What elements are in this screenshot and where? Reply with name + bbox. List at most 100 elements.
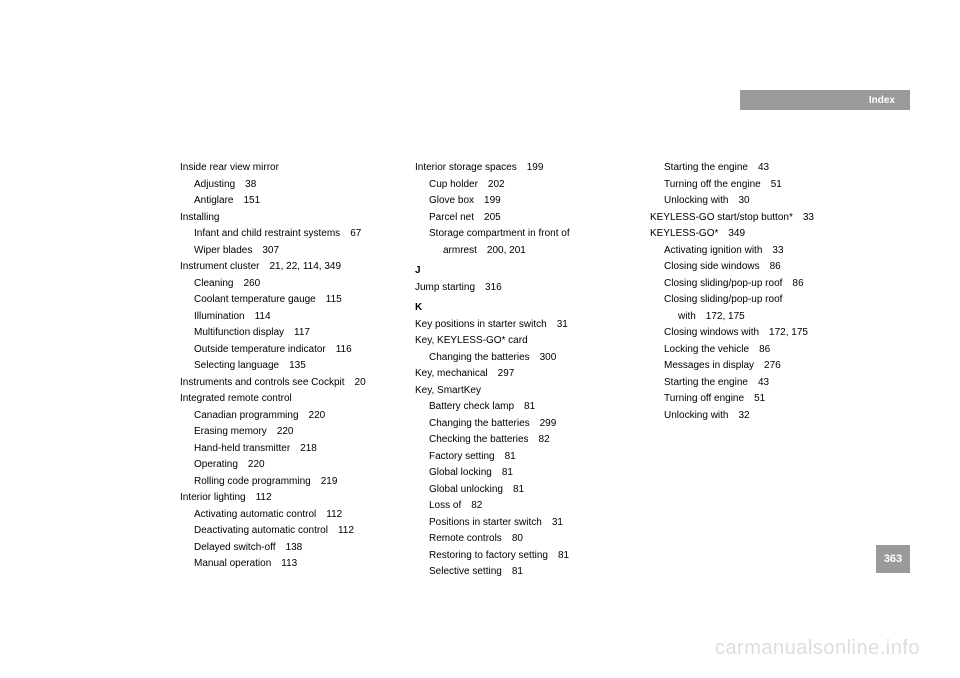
index-entry-text: Turning off engine [664,393,744,404]
index-entry-text: Global unlocking [429,484,503,495]
index-entry: Interior lighting112 [180,490,385,507]
index-entry-text: armrest [443,245,477,256]
index-entry-pages: 220 [299,410,326,421]
index-entry: Battery check lamp81 [415,399,620,416]
index-entry: Cup holder202 [415,177,620,194]
index-entry-text: Manual operation [194,558,271,569]
index-entry: Positions in starter switch31 [415,515,620,532]
index-entry: Operating220 [180,457,385,474]
index-entry: Inside rear view mirror [180,160,385,177]
index-entry-pages: 220 [238,459,265,470]
index-entry-pages: 31 [547,319,568,330]
index-entry-text: Hand-held transmitter [194,443,290,454]
index-entry: Key, mechanical297 [415,366,620,383]
index-entry-pages: 81 [502,566,523,577]
index-entry-text: Activating ignition with [664,245,762,256]
index-entry-text: Adjusting [194,179,235,190]
index-entry-pages: 316 [475,282,502,293]
index-entry: Turning off the engine51 [650,177,855,194]
index-entry-text: Cleaning [194,278,233,289]
index-entry: Hand-held transmitter218 [180,441,385,458]
index-entry: KEYLESS-GO start/stop button*33 [650,210,855,227]
index-entry-pages: 297 [488,368,515,379]
index-entry-pages: 199 [517,162,544,173]
index-entry: Starting the engine43 [650,160,855,177]
index-entry-text: Outside temperature indicator [194,344,326,355]
page-number: 363 [884,553,902,565]
index-entry-pages: 81 [514,401,535,412]
index-entry-pages: 300 [530,352,557,363]
index-entry-text: Interior lighting [180,492,246,503]
index-entry-text: Instruments and controls see Cockpit [180,377,345,388]
index-entry-pages: 135 [279,360,306,371]
index-entry-text: Operating [194,459,238,470]
index-entry: Multifunction display117 [180,325,385,342]
index-entry-text: Starting the engine [664,377,748,388]
index-entry: Checking the batteries82 [415,432,620,449]
index-entry-text: Key, mechanical [415,368,488,379]
index-entry-pages: 202 [478,179,505,190]
header-bar: Index [740,90,910,110]
index-entry: Messages in display276 [650,358,855,375]
index-entry: Illumination114 [180,309,385,326]
index-entry: Glove box199 [415,193,620,210]
index-entry-text: Starting the engine [664,162,748,173]
index-entry-pages: 30 [728,195,749,206]
index-entry-pages: 81 [503,484,524,495]
header-label: Index [869,95,895,106]
index-entry: Key, SmartKey [415,383,620,400]
index-entry-pages: 43 [748,162,769,173]
index-entry-pages: 86 [749,344,770,355]
index-entry: Selecting language135 [180,358,385,375]
index-entry-text: Selecting language [194,360,279,371]
index-entry-pages: 218 [290,443,317,454]
index-entry-pages: 51 [744,393,765,404]
index-entry: Activating ignition with33 [650,243,855,260]
index-entry-text: Loss of [429,500,461,511]
index-entry: Jump starting316 [415,280,620,297]
index-entry: armrest200, 201 [415,243,620,260]
index-entry: Cleaning260 [180,276,385,293]
index-entry-pages: 112 [328,525,354,536]
index-entry: Canadian programming220 [180,408,385,425]
index-entry-pages: 31 [542,517,563,528]
index-entry-text: Cup holder [429,179,478,190]
index-entry-pages: 32 [728,410,749,421]
index-entry-text: Unlocking with [664,410,728,421]
index-entry-pages: 138 [276,542,303,553]
index-entry: Integrated remote control [180,391,385,408]
index-entry-text: Unlocking with [664,195,728,206]
index-entry: Delayed switch-off138 [180,540,385,557]
index-entry-text: J [415,265,421,276]
index-entry: Closing windows with172, 175 [650,325,855,342]
index-entry-pages: 200, 201 [477,245,526,256]
index-entry: Manual operation113 [180,556,385,573]
index-entry-text: Closing sliding/pop-up roof [664,294,782,305]
index-column-2: Interior storage spaces199Cup holder202G… [415,160,620,581]
index-entry-text: Locking the vehicle [664,344,749,355]
index-entry-pages: 172, 175 [696,311,745,322]
index-entry: Key, KEYLESS-GO* card [415,333,620,350]
index-entry: Parcel net205 [415,210,620,227]
index-entry-pages: 81 [492,467,513,478]
index-entry-pages: 86 [782,278,803,289]
index-entry: Selective setting81 [415,564,620,581]
index-entry-text: Glove box [429,195,474,206]
index-entry-text: Inside rear view mirror [180,162,279,173]
index-entry-text: Rolling code programming [194,476,311,487]
index-entry-pages: 260 [233,278,260,289]
index-entry-text: KEYLESS-GO* [650,228,718,239]
index-entry-text: Coolant temperature gauge [194,294,316,305]
index-entry: Interior storage spaces199 [415,160,620,177]
index-entry: Unlocking with30 [650,193,855,210]
index-entry: Deactivating automatic control112 [180,523,385,540]
index-entry: Unlocking with32 [650,408,855,425]
index-entry-pages: 349 [718,228,745,239]
index-entry: with172, 175 [650,309,855,326]
index-entry-pages: 21, 22, 114, 349 [259,261,341,272]
index-entry-text: Turning off the engine [664,179,761,190]
index-entry-pages: 205 [474,212,501,223]
index-entry: Starting the engine43 [650,375,855,392]
index-entry-pages: 81 [548,550,569,561]
index-entry-text: Key, SmartKey [415,385,481,396]
